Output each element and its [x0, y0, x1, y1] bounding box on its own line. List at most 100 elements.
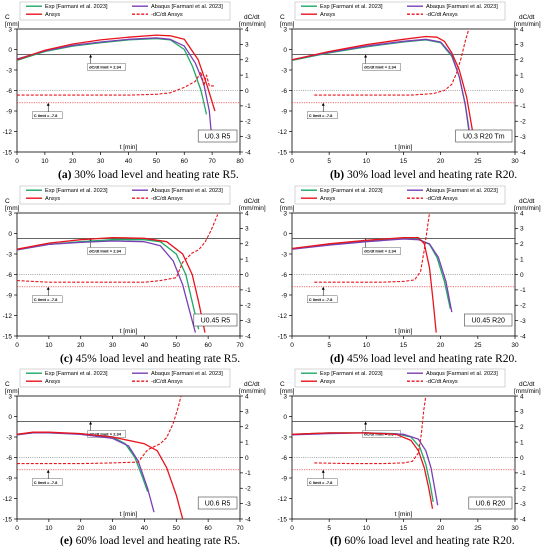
- y2-tick-label-e-7: -3: [245, 501, 251, 508]
- y2-tick-label-c-5: -1: [245, 287, 251, 294]
- legend-label-c-3: -dC/dt Ansys: [151, 196, 183, 202]
- y-tick-label-f-3: -6: [281, 455, 287, 462]
- legend-label-b-3: -dC/dt Ansys: [426, 12, 458, 18]
- y2-tick-label-e-8: -4: [245, 516, 251, 523]
- legend-label-c-2: Ansys: [45, 196, 60, 202]
- series-line-a-1: [17, 37, 213, 142]
- series-line-f-1: [292, 432, 439, 506]
- y2-axis-unit-a: [mm/min]: [239, 21, 266, 28]
- y2-tick-label-f-1: 3: [520, 409, 524, 416]
- y-tick-label-a-1: 0: [8, 47, 12, 54]
- y2-tick-label-d-3: 1: [520, 256, 524, 263]
- x-axis-title-e: t [min]: [120, 511, 138, 518]
- legend-label-c-0: Exp [Farmani et al. 2023]: [45, 188, 108, 194]
- series-group-f: [292, 396, 439, 509]
- x-tick-label-a-8: 80: [236, 158, 244, 165]
- series-line-e-2: [17, 431, 184, 519]
- x-tick-label-e-5: 50: [173, 525, 181, 532]
- legend-label-e-3: -dC/dt Ansys: [151, 379, 183, 385]
- c-limit-box-a: [32, 111, 63, 120]
- y2-tick-label-d-2: 2: [520, 241, 524, 248]
- x-tick-label-c-4: 40: [141, 342, 149, 349]
- legend-label-a-3: -dC/dt Ansys: [151, 12, 183, 18]
- series-line-d-1: [292, 238, 453, 313]
- caption-b-text: 30% load level and heating rate R20.: [346, 169, 518, 181]
- specimen-tag-a: U0.3 R5: [205, 134, 231, 141]
- x-tick-label-c-5: 50: [173, 342, 181, 349]
- specimen-tag-box-b: [455, 129, 513, 143]
- x-tick-label-d-4: 20: [437, 342, 445, 349]
- c-limit-box-d: [307, 295, 338, 303]
- legend-box-b: [294, 1, 506, 21]
- caption-d: (d) 45% load level and heating rate R20.: [330, 353, 517, 365]
- series-line-e-1: [17, 432, 155, 513]
- c-limit-box-e: [32, 478, 63, 486]
- y2-tick-label-d-0: 4: [520, 210, 524, 217]
- c-limit-arrowhead-d: [321, 286, 325, 290]
- x-tick-label-a-3: 30: [97, 158, 105, 165]
- x-tick-label-d-5: 25: [474, 342, 482, 349]
- y2-tick-label-c-2: 2: [245, 241, 249, 248]
- legend-box-a: [19, 1, 231, 21]
- caption-a-label: (a): [58, 169, 72, 181]
- c-limit-box-f: [307, 478, 338, 486]
- c-limit-arrowhead-f: [321, 469, 325, 473]
- caption-a: (a) 30% load level and heating rate R5.: [58, 169, 239, 181]
- chart-c: 0 10 20 30 40 50 60 7030-3-6-9-12-1543210-1-2-3…: [3, 185, 266, 349]
- rate-limit-box-a: [87, 63, 126, 71]
- y-tick-label-b-1: 0: [283, 47, 287, 54]
- y-tick-label-e-4: -9: [6, 475, 12, 482]
- y2-axis-unit-b: [mm/min]: [514, 21, 541, 28]
- x-tick-label-f-6: 30: [511, 525, 519, 532]
- y-tick-label-f-6: -15: [278, 516, 288, 523]
- y-tick-label-b-0: 3: [283, 26, 287, 33]
- specimen-tag-c: U0.45 R5: [201, 318, 231, 325]
- x-tick-label-d-3: 15: [400, 342, 408, 349]
- x-tick-label-f-3: 15: [400, 525, 408, 532]
- y2-tick-label-c-1: 3: [245, 226, 249, 233]
- series-line-a-2: [17, 34, 216, 112]
- y-tick-label-d-1: 0: [283, 231, 287, 238]
- y-tick-label-e-0: 3: [8, 393, 12, 400]
- c-limit-arrowhead-b: [321, 102, 325, 106]
- y-tick-label-c-2: -3: [6, 251, 12, 258]
- legend-label-d-3: -dC/dt Ansys: [426, 196, 458, 202]
- y-tick-label-b-4: -9: [281, 108, 287, 115]
- x-tick-label-b-0: 0: [290, 158, 294, 165]
- y2-tick-label-f-4: 0: [520, 455, 524, 462]
- x-tick-label-d-1: 5: [327, 342, 331, 349]
- rate-limit-label-f: dC/dt limit = 2.34: [364, 432, 397, 437]
- x-tick-label-a-5: 50: [153, 158, 161, 165]
- series-group-d: [292, 213, 453, 333]
- x-tick-label-b-3: 15: [400, 158, 408, 165]
- series-line-b-1: [292, 38, 472, 139]
- caption-e-text: 60% load level and heating rate R5.: [75, 535, 241, 547]
- legend-label-d-2: Ansys: [320, 196, 335, 202]
- series-group-b: [292, 29, 474, 142]
- x-tick-label-e-0: 0: [15, 525, 19, 532]
- caption-c: (c) 45% load level and heating rate R5.: [60, 353, 240, 365]
- y-tick-label-d-2: -3: [281, 251, 287, 258]
- rate-limit-box-b: [362, 63, 401, 71]
- y2-tick-label-a-5: -1: [245, 103, 251, 110]
- caption-e: (e) 60% load level and heating rate R5.: [60, 535, 240, 547]
- legend-label-b-2: Ansys: [320, 12, 335, 18]
- rate-limit-label-a: dC/dt limit = 2.34: [89, 65, 122, 70]
- y-tick-label-f-1: 0: [283, 414, 287, 421]
- x-tick-label-f-5: 25: [474, 525, 482, 532]
- x-axis-title-f: t [min]: [395, 511, 413, 518]
- y2-tick-label-f-5: -1: [520, 470, 526, 477]
- y-axis-title-a: C: [5, 14, 10, 21]
- y-axis-unit-b: [mm]: [280, 21, 295, 28]
- y-tick-label-c-4: -9: [6, 292, 12, 299]
- y-tick-label-e-5: -12: [3, 496, 13, 503]
- x-tick-label-a-4: 40: [125, 158, 133, 165]
- legend-label-f-1: Abaqus [Farmani et al. 2023]: [426, 371, 498, 377]
- y2-tick-label-b-4: 0: [520, 88, 524, 95]
- y-axis-title-d: C: [280, 198, 285, 205]
- y-tick-label-c-6: -15: [3, 333, 13, 340]
- y-tick-label-b-6: -15: [278, 149, 288, 156]
- y2-tick-label-e-3: 1: [245, 439, 249, 446]
- y-axis-unit-f: [mm]: [280, 388, 295, 395]
- x-tick-label-f-0: 0: [290, 525, 294, 532]
